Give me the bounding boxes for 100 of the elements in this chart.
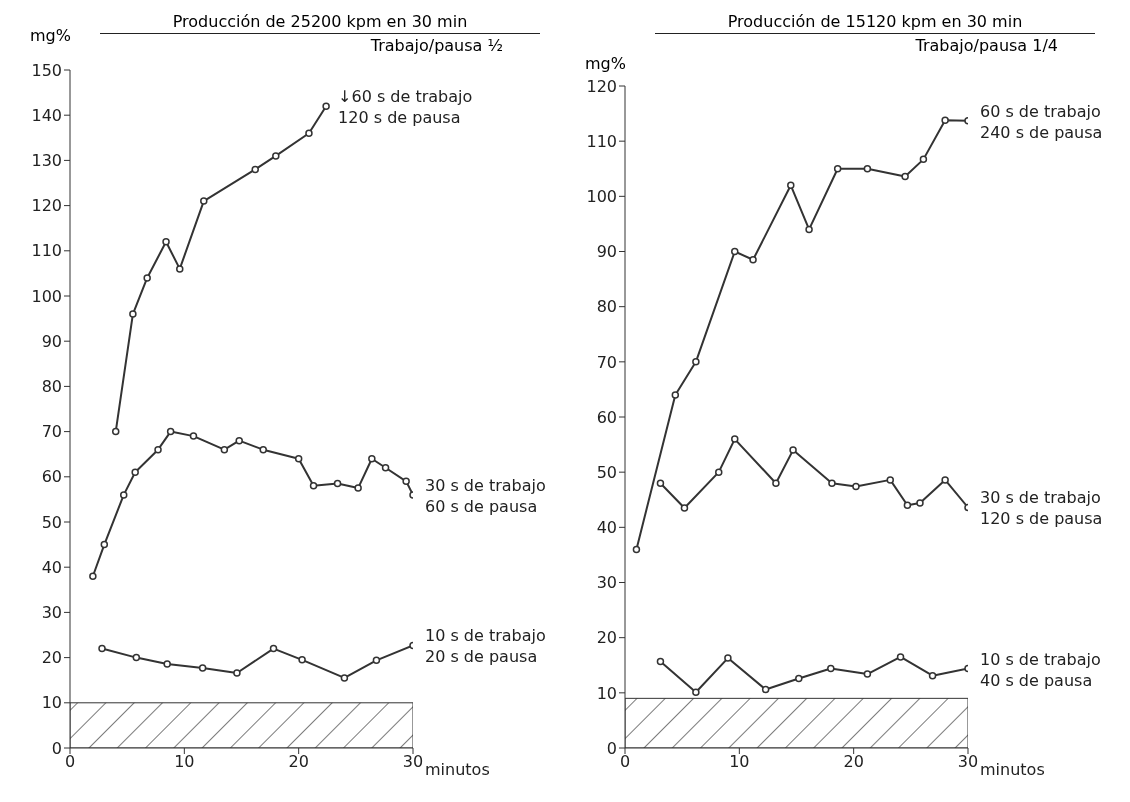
series-label: 60 s de trabajo 240 s de pausa	[980, 101, 1103, 142]
point	[656, 479, 665, 487]
chart-subtitle: Trabajo/pausa ½	[370, 36, 503, 55]
x-tick-label: 10	[174, 752, 195, 772]
series-label: 10 s de trabajo 20 s de pausa	[425, 626, 546, 667]
point	[671, 391, 680, 399]
y-tick-label: 140	[31, 105, 62, 125]
x-tick-label: 10	[729, 752, 750, 772]
y-tick-label: 0	[51, 738, 62, 758]
point	[772, 479, 780, 487]
point	[903, 501, 912, 510]
point	[119, 491, 128, 499]
y-tick-label: 0	[606, 738, 617, 758]
y-tick-label: 60	[41, 467, 62, 487]
point	[132, 653, 141, 662]
point	[795, 674, 803, 683]
series-label: 30 s de trabajo 120 s de pausa	[980, 488, 1103, 529]
x-tick-label: 30	[957, 752, 979, 772]
point	[251, 165, 259, 174]
point	[402, 477, 410, 486]
point	[828, 479, 836, 487]
x-axis-title: minutos	[425, 759, 490, 779]
point	[200, 197, 208, 205]
y-tick-label: 120	[31, 196, 62, 216]
point	[715, 468, 723, 476]
point	[833, 165, 842, 173]
point	[163, 660, 171, 668]
point	[131, 468, 139, 477]
x-tick-label: 30	[402, 752, 424, 772]
point	[129, 310, 137, 318]
y-tick-label: 40	[41, 557, 62, 577]
y-tick-label: 40	[596, 518, 617, 538]
point	[294, 454, 303, 463]
point	[896, 653, 905, 661]
y-tick-label: 120	[586, 76, 617, 96]
chart-subtitle: Trabajo/pausa 1/4	[915, 36, 1058, 55]
point	[863, 670, 872, 678]
y-tick-label: 90	[596, 242, 617, 262]
x-tick-label: 20	[288, 752, 309, 772]
y-tick-label: 30	[41, 603, 62, 623]
y-tick-label: 60	[596, 407, 617, 427]
series-label: 30 s de trabajo 60 s de pausa	[425, 475, 546, 516]
y-tick-label: 110	[586, 131, 617, 151]
point	[886, 476, 894, 484]
point	[852, 482, 860, 491]
y-tick-label: 50	[41, 512, 62, 532]
point	[372, 656, 381, 665]
x-tick-label: 0	[64, 752, 76, 772]
y-tick-label: 20	[41, 648, 62, 668]
x-axis-title: minutos	[980, 759, 1045, 779]
y-tick-label: 80	[41, 377, 62, 397]
y-axis-title: mg%	[30, 26, 71, 45]
y-tick-label: 100	[586, 187, 617, 207]
point	[731, 435, 739, 443]
point	[381, 464, 390, 472]
series-label: ↓60 s de trabajo 120 s de pausa	[338, 87, 473, 128]
point	[761, 685, 770, 694]
point	[259, 445, 267, 454]
point	[220, 445, 229, 454]
point	[656, 657, 665, 666]
point	[189, 432, 198, 440]
point	[269, 644, 278, 653]
y-tick-label: 130	[31, 151, 62, 171]
point	[368, 454, 376, 463]
point	[680, 504, 689, 512]
point	[111, 427, 120, 436]
y-axis-title: mg%	[585, 54, 626, 73]
point	[309, 482, 318, 490]
point	[354, 484, 362, 492]
point	[154, 445, 162, 454]
series-label: 10 s de trabajo 40 s de pausa	[980, 649, 1101, 690]
point	[827, 664, 835, 673]
point	[89, 572, 97, 580]
point	[787, 181, 795, 190]
point	[298, 656, 306, 664]
point	[916, 499, 924, 507]
point	[863, 165, 872, 173]
point	[805, 225, 813, 234]
x-tick-label: 0	[619, 752, 631, 772]
point	[789, 446, 797, 454]
y-tick-label: 70	[41, 422, 62, 442]
y-tick-label: 150	[31, 60, 62, 80]
x-tick-label: 20	[843, 752, 864, 772]
point	[98, 644, 106, 653]
point	[919, 155, 928, 164]
point	[941, 116, 949, 124]
y-tick-label: 30	[596, 573, 617, 593]
point	[928, 671, 937, 680]
point	[724, 654, 732, 662]
chart-title: Producción de 25200 kpm en 30 min	[100, 12, 540, 34]
y-tick-label: 110	[31, 241, 62, 261]
point	[143, 274, 151, 282]
point	[235, 436, 243, 445]
point	[100, 540, 109, 549]
y-tick-label: 100	[31, 286, 62, 306]
point	[731, 247, 739, 256]
point	[272, 152, 280, 160]
chart-title: Producción de 15120 kpm en 30 min	[655, 12, 1095, 34]
point	[176, 265, 184, 273]
y-tick-label: 20	[596, 628, 617, 648]
